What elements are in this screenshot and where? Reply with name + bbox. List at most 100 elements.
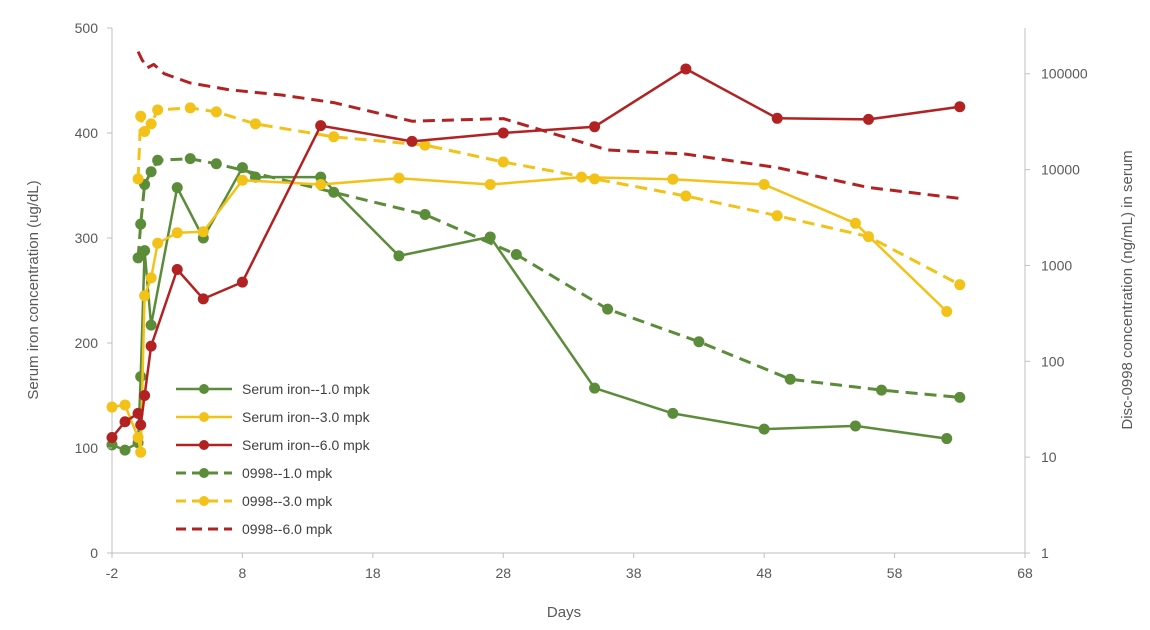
data-point-serum-iron-6-0-mpk: [236, 276, 248, 288]
data-point-serum-iron-6-0-mpk: [954, 101, 966, 113]
data-point-serum-iron-6-0-mpk: [171, 264, 183, 275]
data-point-serum-iron-1-0-mpk: [145, 319, 157, 331]
data-point-serum-iron-6-0-mpk: [497, 127, 509, 139]
y2-tick-label: 100000: [1041, 66, 1088, 82]
legend-label-serum-iron-1-0-mpk: Serum iron--1.0 mpk: [242, 381, 371, 397]
legend: Serum iron--1.0 mpk Serum iron--3.0 mpk Se…: [176, 381, 371, 537]
data-point-serum-iron-6-0-mpk: [145, 340, 157, 352]
data-point-0998-3-0-mpk: [328, 131, 340, 143]
legend-label-0998-1-0-mpk: 0998--1.0 mpk: [242, 465, 333, 481]
legend-marker-serum-iron-3-0-mpk: [199, 412, 209, 422]
data-point-serum-iron-1-0-mpk: [667, 407, 679, 419]
data-point-0998-1-0-mpk: [184, 153, 196, 165]
data-point-serum-iron-3-0-mpk: [667, 173, 679, 185]
legend-label-0998-3-0-mpk: 0998--3.0 mpk: [242, 493, 333, 509]
x-tick-label: 38: [626, 565, 642, 581]
x-tick-label: 48: [756, 565, 772, 581]
data-point-serum-iron-3-0-mpk: [197, 226, 209, 238]
data-point-0998-1-0-mpk: [510, 249, 522, 261]
legend-marker-0998-3-0-mpk: [199, 496, 209, 506]
data-point-0998-3-0-mpk: [419, 139, 431, 151]
data-point-0998-1-0-mpk: [954, 391, 966, 403]
y-tick-label: 300: [75, 230, 99, 246]
data-point-serum-iron-6-0-mpk: [680, 63, 692, 75]
legend-label-0998-6-0-mpk: 0998--6.0 mpk: [242, 521, 333, 537]
data-point-0998-1-0-mpk: [152, 154, 164, 166]
data-point-serum-iron-1-0-mpk: [758, 423, 770, 435]
data-point-serum-iron-6-0-mpk: [106, 432, 118, 443]
data-point-serum-iron-3-0-mpk: [484, 178, 496, 190]
data-point-0998-1-0-mpk: [210, 158, 222, 170]
data-point-serum-iron-3-0-mpk: [106, 401, 118, 413]
data-point-0998-3-0-mpk: [771, 210, 783, 222]
legend-marker-serum-iron-6-0-mpk: [199, 440, 209, 450]
data-point-serum-iron-1-0-mpk: [135, 371, 147, 383]
y-tick-label: 400: [75, 125, 99, 141]
data-point-serum-iron-1-0-mpk: [393, 250, 405, 262]
data-point-0998-3-0-mpk: [152, 104, 164, 116]
y-tick-label: 0: [90, 545, 98, 561]
data-point-serum-iron-6-0-mpk: [135, 419, 147, 431]
series-line-serum-iron-1-0-mpk: [111, 166, 947, 452]
data-point-0998-1-0-mpk: [419, 208, 431, 220]
data-point-0998-1-0-mpk: [602, 303, 614, 315]
data-point-serum-iron-6-0-mpk: [197, 293, 209, 305]
data-point-0998-1-0-mpk: [784, 373, 796, 385]
data-point-serum-iron-6-0-mpk: [862, 113, 874, 125]
data-point-serum-iron-1-0-mpk: [119, 444, 131, 456]
data-point-0998-1-0-mpk: [693, 336, 705, 348]
x-axis-title: Days: [547, 604, 581, 621]
data-point-serum-iron-3-0-mpk: [152, 237, 164, 249]
data-point-0998-1-0-mpk: [145, 166, 157, 178]
data-point-serum-iron-1-0-mpk: [941, 433, 953, 445]
data-point-serum-iron-3-0-mpk: [315, 178, 327, 190]
data-point-serum-iron-3-0-mpk: [171, 227, 183, 239]
data-point-serum-iron-3-0-mpk: [393, 172, 405, 184]
data-point-serum-iron-6-0-mpk: [315, 120, 327, 132]
x-tick-label: 58: [887, 565, 903, 581]
data-point-serum-iron-6-0-mpk: [406, 135, 418, 147]
data-point-serum-iron-3-0-mpk: [236, 174, 248, 186]
y-tick-label: 100: [75, 440, 99, 456]
series-line-serum-iron-6-0-mpk: [111, 67, 960, 439]
legend-label-serum-iron-6-0-mpk: Serum iron--6.0 mpk: [242, 437, 371, 453]
y-tick-label: 500: [75, 20, 99, 36]
data-point-serum-iron-3-0-mpk: [576, 171, 588, 183]
data-point-serum-iron-3-0-mpk: [849, 217, 861, 229]
data-point-serum-iron-3-0-mpk: [132, 432, 144, 443]
x-tick-label: 18: [365, 565, 381, 581]
data-point-serum-iron-3-0-mpk: [135, 446, 147, 458]
data-point-0998-1-0-mpk: [135, 218, 147, 230]
series-layer: [106, 50, 966, 458]
x-tick-label: 8: [239, 565, 247, 581]
data-point-serum-iron-6-0-mpk: [139, 390, 151, 401]
data-point-0998-3-0-mpk: [145, 118, 157, 130]
data-point-serum-iron-1-0-mpk: [589, 382, 601, 394]
y-axis-title: Serum iron concentration (ug/dL): [25, 180, 42, 399]
y2-axis-title: Disc-0998 concentration (ng/mL) in serum: [1119, 150, 1136, 429]
y2-tick-label: 10: [1041, 449, 1057, 465]
x-tick-label: 28: [495, 565, 511, 581]
data-point-0998-3-0-mpk: [139, 125, 151, 137]
legend-label-serum-iron-3-0-mpk: Serum iron--3.0 mpk: [242, 409, 371, 425]
legend-marker-serum-iron-1-0-mpk: [199, 384, 209, 394]
series-line-0998-1-0-mpk: [136, 157, 960, 399]
data-point-serum-iron-3-0-mpk: [145, 272, 157, 284]
y2-tick-label: 100: [1041, 353, 1065, 369]
data-point-serum-iron-1-0-mpk: [484, 231, 496, 243]
data-point-0998-3-0-mpk: [497, 156, 509, 168]
y2-tick-label: 1000: [1041, 257, 1072, 273]
data-point-serum-iron-6-0-mpk: [771, 112, 783, 124]
data-point-0998-3-0-mpk: [210, 106, 222, 118]
data-point-0998-3-0-mpk: [132, 173, 144, 185]
series-line-serum-iron-3-0-mpk: [111, 175, 948, 454]
data-point-0998-3-0-mpk: [589, 173, 601, 185]
data-point-serum-iron-3-0-mpk: [941, 306, 953, 317]
data-point-serum-iron-6-0-mpk: [132, 407, 144, 419]
series-line-0998-3-0-mpk: [136, 106, 961, 287]
data-point-0998-1-0-mpk: [328, 186, 340, 198]
data-point-serum-iron-6-0-mpk: [589, 121, 601, 133]
y-tick-label: 200: [75, 335, 99, 351]
data-point-serum-iron-1-0-mpk: [171, 182, 183, 194]
